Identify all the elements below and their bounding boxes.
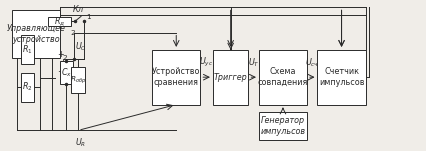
Text: $U_R$: $U_R$ — [75, 136, 86, 149]
Text: $R_д$: $R_д$ — [53, 15, 64, 28]
Text: $E$: $E$ — [60, 57, 67, 67]
Text: 1: 1 — [86, 14, 91, 20]
Bar — [152, 50, 200, 104]
Bar — [47, 17, 70, 26]
Text: $R_2$: $R_2$ — [22, 81, 33, 93]
Bar — [21, 35, 34, 64]
Bar — [21, 73, 34, 102]
Text: Триггер: Триггер — [213, 73, 247, 82]
Text: 2: 2 — [70, 30, 75, 36]
Bar — [71, 67, 85, 93]
Text: $R_{обр}$: $R_{обр}$ — [70, 74, 86, 86]
Text: +: + — [57, 50, 63, 59]
Text: $-$: $-$ — [57, 65, 64, 74]
Text: $C_x$: $C_x$ — [61, 67, 72, 79]
Bar — [213, 50, 248, 104]
Text: $U_Т$: $U_Т$ — [247, 56, 259, 69]
Bar — [317, 50, 365, 104]
Text: $R_1$: $R_1$ — [22, 44, 33, 56]
Bar — [12, 10, 60, 58]
Bar — [258, 112, 306, 140]
Text: Генератор
импульсов: Генератор импульсов — [260, 116, 305, 136]
Text: Счетчик
импульсов: Счетчик импульсов — [318, 67, 363, 87]
Text: $Кл$: $Кл$ — [72, 3, 84, 14]
Text: Устройство
сравнения: Устройство сравнения — [152, 67, 200, 87]
Text: Управляющее
устройство: Управляющее устройство — [6, 24, 65, 44]
Text: $U_{ус}$: $U_{ус}$ — [199, 55, 213, 69]
Text: $U_{сч}$: $U_{сч}$ — [305, 56, 319, 69]
Text: $U_C$: $U_C$ — [75, 41, 87, 53]
Bar — [60, 61, 72, 84]
Bar — [258, 50, 306, 104]
Text: Схема
совпадения: Схема совпадения — [257, 67, 308, 87]
Text: 2: 2 — [62, 55, 67, 61]
